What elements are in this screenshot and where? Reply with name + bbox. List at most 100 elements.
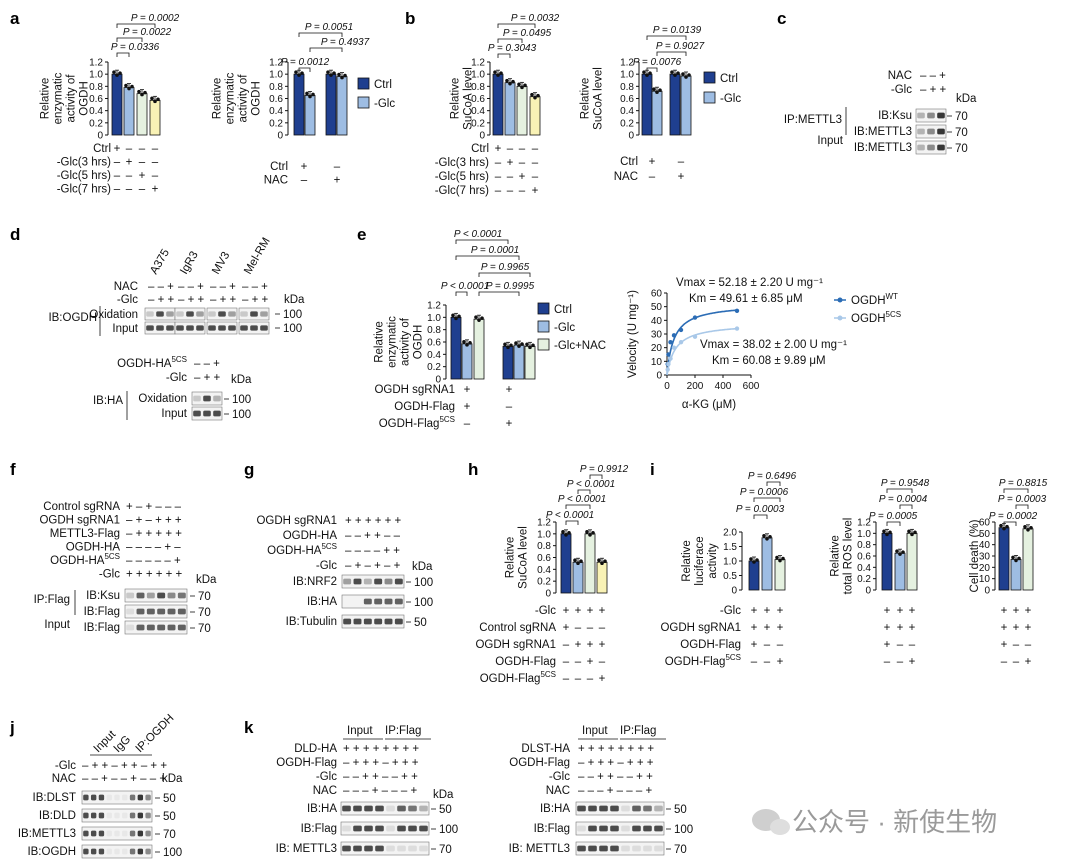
blot-frame: [81, 844, 153, 859]
data-point: [340, 75, 344, 80]
condition-label: Ctrl: [93, 143, 111, 155]
data-point: [678, 340, 684, 345]
band: [136, 624, 145, 631]
bar: [450, 316, 462, 380]
data-point: [666, 361, 671, 367]
data-point: [687, 73, 691, 77]
condition-sign: +: [649, 156, 656, 168]
panel-label-j: j: [9, 718, 15, 737]
p-bracket: [589, 474, 603, 479]
blot-condition-label: OGDH-Flag: [509, 757, 570, 769]
y-tick-label: 0.4: [857, 563, 871, 574]
x-tick-label: 200: [687, 381, 704, 392]
data-point: [888, 530, 892, 535]
y-tick-label: 1.2: [620, 58, 634, 69]
band: [250, 325, 258, 331]
condition-label: NAC: [264, 175, 288, 187]
data-point: [531, 343, 535, 348]
bar: [748, 560, 760, 591]
condition-sign: –: [519, 185, 526, 197]
band-label: IB:NRF2: [293, 576, 337, 588]
data-point: [137, 89, 141, 94]
blot-frame: [340, 801, 430, 816]
band: [386, 805, 395, 812]
blot-condition-label: -Glc: [891, 84, 912, 96]
band-label: IB: METTL3: [276, 843, 337, 855]
column-header: Input: [347, 725, 373, 737]
input-label: Input: [817, 135, 843, 147]
y-axis-label: luciferace: [694, 536, 706, 585]
condition-sign: –: [532, 143, 539, 155]
bar: [123, 87, 135, 136]
bar-chart-a2: 0 0.20.40.60.81.01.2 Relative enzymatic acti…: [212, 22, 370, 187]
blot-frame: [341, 614, 405, 629]
data-point: [1014, 558, 1018, 563]
data-point: [520, 342, 524, 346]
p-bracket: [577, 489, 591, 494]
p-value: P = 0.4937: [321, 37, 370, 48]
blot-Input: [191, 406, 223, 421]
data-point: [477, 318, 481, 322]
band: [126, 624, 135, 631]
y-tick-label: 0.4: [269, 106, 283, 117]
watermark-icon: [770, 819, 790, 835]
data-point: [462, 340, 466, 344]
kda-size: 100: [232, 409, 251, 421]
legend-wt: OGDHWT: [851, 292, 898, 307]
band: [240, 311, 248, 317]
band: [156, 325, 164, 331]
data-point: [150, 96, 154, 101]
blot-signs: – + + + + +: [126, 528, 182, 540]
kda-size: 70: [674, 844, 687, 856]
p-bracket: [298, 32, 343, 37]
band: [122, 848, 128, 855]
bar: [502, 345, 514, 380]
band-label: IB:DLD: [39, 810, 76, 822]
p-bracket: [886, 521, 901, 526]
band: [394, 618, 403, 625]
blot-condition-label: -Glc: [316, 560, 337, 572]
condition-sign: –: [334, 161, 341, 173]
condition-sign: –: [678, 156, 685, 168]
y-axis-label: enzymatic: [387, 316, 399, 368]
data-point: [156, 97, 160, 102]
band-label: IB:Ksu: [878, 110, 912, 122]
y-tick-label: 1.2: [427, 301, 441, 312]
blot-signs: – + + – + + – + +: [82, 760, 167, 772]
y-tick-label: 30: [651, 330, 663, 341]
condition-sign: –: [649, 171, 656, 183]
y-axis-label: SuCoA level: [463, 67, 475, 130]
annotation-vmax-wt: Vmax = 52.18 ± 2.20 U mg⁻¹: [676, 277, 823, 289]
column-header: Input: [582, 725, 608, 737]
blot-IB:Tubulin: [341, 614, 405, 629]
data-point: [673, 73, 677, 77]
band: [98, 830, 105, 837]
p-value: P = 0.0006: [740, 487, 789, 498]
band: [386, 845, 395, 852]
y-axis-label: Cell death (%): [969, 519, 981, 592]
band: [177, 608, 186, 615]
blot-IB:HA: [575, 801, 665, 816]
blot-IB: METTL3: [575, 841, 665, 856]
data-point: [671, 345, 677, 350]
y-tick-label: 1.2: [537, 518, 551, 529]
blot-signs: – – +: [178, 281, 204, 293]
condition-sign: +: [897, 622, 904, 634]
condition-label: Ctrl: [620, 156, 638, 168]
y-tick-label: 1.2: [269, 58, 283, 69]
band: [374, 578, 383, 585]
band: [364, 845, 373, 852]
y-tick-label: 0.8: [537, 541, 551, 552]
p-value: P < 0.0001: [441, 281, 489, 292]
p-bracket: [1015, 504, 1029, 509]
condition-label: OGDH-Flag5CS: [665, 653, 741, 668]
condition-sign: –: [114, 184, 121, 196]
band: [588, 845, 597, 852]
data-point: [118, 71, 122, 75]
band: [186, 311, 194, 317]
bar: [461, 343, 473, 380]
blot-frame: [81, 808, 153, 823]
data-point: [567, 531, 571, 535]
condition-sign: +: [575, 605, 582, 617]
y-axis-label: activity of: [66, 74, 78, 123]
